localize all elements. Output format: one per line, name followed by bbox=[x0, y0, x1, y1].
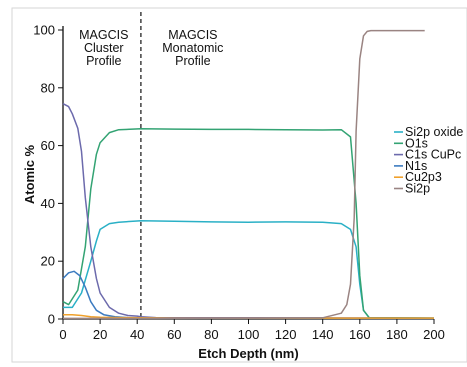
legend-label: O1s bbox=[405, 136, 428, 150]
region-label: Profile bbox=[175, 54, 210, 68]
axes-group: 0 20 40 60 80 100 120 140 160 180 200 0 20 40 60 80 100 bbox=[33, 23, 445, 343]
x-tick-label: 120 bbox=[275, 327, 297, 342]
legend-label: Cu2p3 bbox=[405, 170, 442, 184]
x-axis-title: Etch Depth (nm) bbox=[198, 346, 298, 361]
legend-label: C1s CuPc bbox=[405, 148, 461, 162]
legend-label: Si2p bbox=[405, 182, 430, 196]
y-tick-label: 40 bbox=[41, 196, 55, 211]
region-label: Cluster bbox=[84, 41, 124, 55]
x-tick-label: 40 bbox=[130, 327, 144, 342]
series-group bbox=[62, 29, 435, 320]
x-tick-label: 20 bbox=[93, 327, 107, 342]
y-tick-label: 20 bbox=[41, 254, 55, 269]
y-tick-label: 100 bbox=[33, 23, 55, 38]
x-tick-label: 80 bbox=[204, 327, 218, 342]
y-tick-label: 0 bbox=[48, 312, 55, 327]
x-tick-label: 60 bbox=[167, 327, 181, 342]
region-label: MAGCIS bbox=[79, 28, 128, 42]
y-axis-title: Atomic % bbox=[22, 144, 37, 204]
x-tick-label: 100 bbox=[238, 327, 260, 342]
chart-frame bbox=[11, 7, 467, 363]
y-tick-label: 80 bbox=[41, 80, 55, 95]
x-tick-label: 0 bbox=[59, 327, 66, 342]
region-labels-group: MAGCISClusterProfileMAGCISMonatomicProfi… bbox=[79, 12, 223, 319]
region-label: MAGCIS bbox=[168, 28, 217, 42]
region-label: Profile bbox=[86, 54, 121, 68]
x-tick-label: 140 bbox=[312, 327, 334, 342]
legend-label: Si2p oxide bbox=[405, 125, 463, 139]
region-label: Monatomic bbox=[162, 41, 223, 55]
series-line bbox=[63, 29, 425, 320]
x-tick-label: 200 bbox=[423, 327, 445, 342]
y-tick-label: 60 bbox=[41, 138, 55, 153]
x-tick-label: 160 bbox=[349, 327, 371, 342]
x-tick-label: 180 bbox=[386, 327, 408, 342]
series-line bbox=[62, 103, 435, 319]
legend-label: N1s bbox=[405, 159, 427, 173]
